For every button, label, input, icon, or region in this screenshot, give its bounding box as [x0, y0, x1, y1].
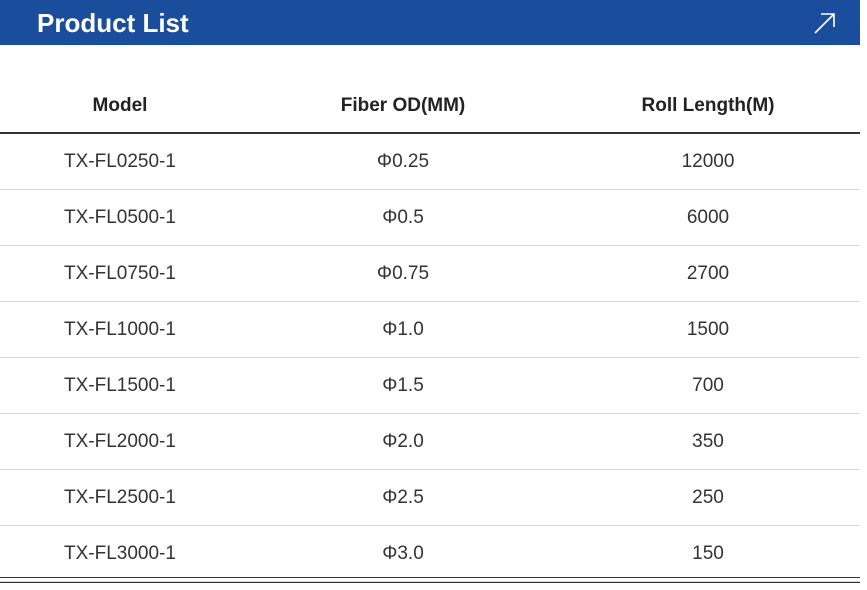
- table-row: TX-FL2000-1 Φ2.0 350: [0, 414, 860, 470]
- column-header: Roll Length(M): [641, 95, 775, 116]
- table-row: TX-FL3000-1 Φ3.0 150: [0, 526, 860, 582]
- table-cell: TX-FL2500-1: [64, 486, 176, 508]
- table-cell: 700: [692, 374, 724, 396]
- table-cell: Φ2.5: [382, 486, 424, 508]
- table-bottom-rule: [0, 577, 860, 578]
- table-row: TX-FL1500-1 Φ1.5 700: [0, 358, 860, 414]
- table-row: TX-FL0500-1 Φ0.5 6000: [0, 190, 860, 246]
- table-cell: 2700: [686, 262, 730, 284]
- table-cell: Φ0.5: [382, 206, 424, 228]
- table-cell: Φ1.0: [382, 318, 424, 340]
- table-cell: TX-FL3000-1: [64, 542, 176, 564]
- table-cell: TX-FL0500-1: [64, 206, 176, 228]
- table-row: TX-FL1000-1 Φ1.0 1500: [0, 302, 860, 358]
- header-row: Model Fiber OD(MM) Roll Length(M): [0, 80, 860, 134]
- table-cell: TX-FL0750-1: [64, 262, 176, 284]
- table-cell: 350: [692, 430, 724, 452]
- table-cell: 12000: [681, 150, 735, 172]
- column-header: Model: [92, 95, 148, 116]
- table-cell: TX-FL2000-1: [64, 430, 176, 452]
- product-table: Model Fiber OD(MM) Roll Length(M) TX-FL0250…: [0, 80, 860, 582]
- table-row: TX-FL2500-1 Φ2.5 250: [0, 470, 860, 526]
- table-row: TX-FL0750-1 Φ0.75 2700: [0, 246, 860, 302]
- table-cell: Φ3.0: [382, 542, 424, 564]
- table-cell: TX-FL1000-1: [64, 318, 176, 340]
- table-cell: TX-FL1500-1: [64, 374, 176, 396]
- table-cell: 150: [692, 542, 724, 564]
- header-title: Product List: [37, 8, 189, 38]
- table-cell: TX-FL0250-1: [64, 150, 176, 172]
- open-link-icon[interactable]: [812, 10, 838, 36]
- column-header: Fiber OD(MM): [340, 95, 466, 116]
- table-cell: 250: [692, 486, 724, 508]
- table-cell: 1500: [686, 318, 730, 340]
- table-cell: Φ2.0: [382, 430, 424, 452]
- header-bar: Product List: [0, 0, 860, 45]
- table-row: TX-FL0250-1 Φ0.25 12000: [0, 134, 860, 190]
- table-cell: Φ0.25: [376, 150, 430, 172]
- table-bottom-rule: [0, 582, 860, 583]
- table-cell: Φ1.5: [382, 374, 424, 396]
- table-cell: Φ0.75: [376, 262, 430, 284]
- table-cell: 6000: [686, 206, 730, 228]
